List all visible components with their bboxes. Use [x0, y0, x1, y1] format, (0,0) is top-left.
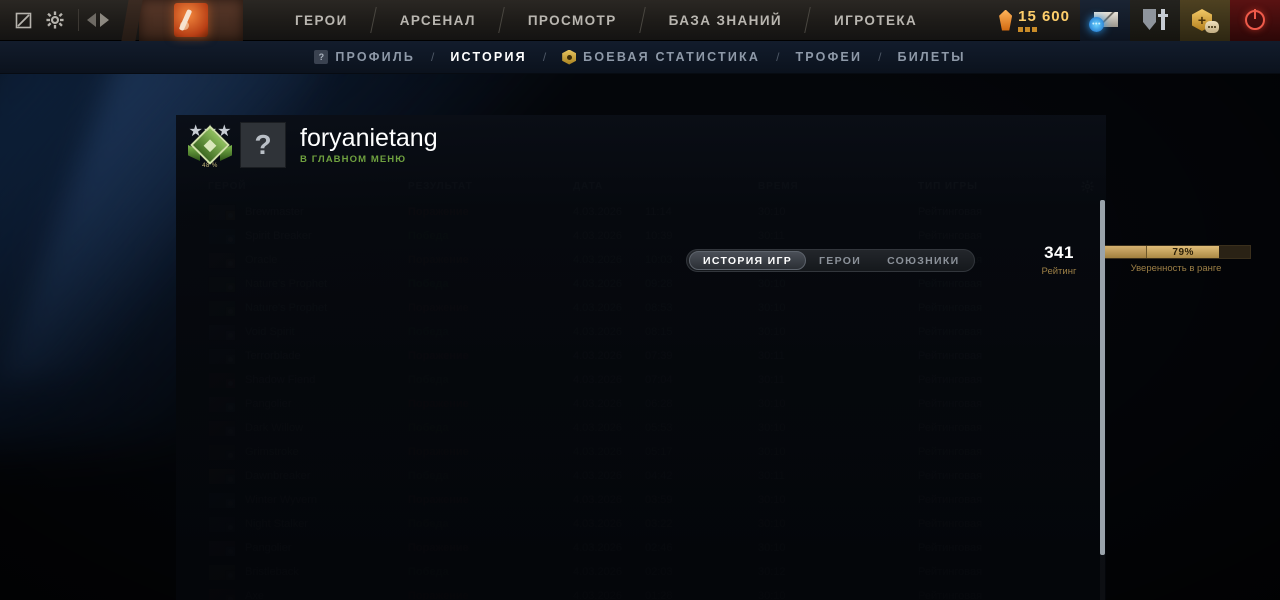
- profile-tabs: ИСТОРИЯ ИГР ГЕРОИ СОЮЗНИКИ: [686, 249, 976, 272]
- subnav-separator: /: [542, 50, 547, 64]
- back-arrow-icon[interactable]: [87, 13, 96, 27]
- subnav-label-history: ИСТОРИЯ: [450, 50, 527, 64]
- subnav-item-profile[interactable]: ? ПРОФИЛЬ: [300, 50, 429, 64]
- profile-header: ★★★ 48 % ? foryanietang В ГЛАВНОМ МЕНЮ: [176, 115, 1106, 175]
- currency-amount: 15 600: [1018, 8, 1070, 25]
- shield-sword-icon: [1143, 9, 1168, 31]
- tab-heroes[interactable]: ГЕРОИ: [819, 254, 862, 267]
- dota-logo-icon: [174, 3, 208, 37]
- rating-label: Рейтинг: [1041, 266, 1077, 277]
- power-button[interactable]: [1230, 0, 1280, 41]
- rating-value: 341: [1044, 243, 1074, 262]
- dota-logo-button[interactable]: [139, 0, 243, 41]
- menu-item-heroes[interactable]: ГЕРОИ: [269, 0, 374, 41]
- currency-display[interactable]: 15 600: [989, 8, 1080, 32]
- history-panel: ★★★ 48 % ? foryanietang В ГЛАВНОМ МЕНЮ И…: [176, 115, 1251, 600]
- confidence-fill-b: 79%: [1146, 246, 1219, 258]
- tab-allies[interactable]: СОЮЗНИКИ: [887, 254, 960, 267]
- no-symbol-icon[interactable]: [8, 5, 38, 35]
- rank-tier-label: 48 %: [202, 163, 218, 169]
- tab-match-history[interactable]: ИСТОРИЯ ИГР: [689, 251, 807, 270]
- confidence-percent: 79%: [1172, 246, 1194, 258]
- profile-name-block: foryanietang В ГЛАВНОМ МЕНЮ: [300, 124, 438, 165]
- shard-gem-icon: [999, 9, 1013, 31]
- top-bar-right: 15 600 •••: [989, 0, 1280, 41]
- subnav-item-history[interactable]: ИСТОРИЯ: [436, 50, 540, 64]
- subnav-item-combat-stats[interactable]: БОЕВАЯ СТАТИСТИКА: [548, 49, 774, 65]
- currency-pips: [1018, 27, 1070, 32]
- hex-dot-icon: [562, 49, 577, 65]
- main-menu: ГЕРОИ АРСЕНАЛ ПРОСМОТР БАЗА ЗНАНИЙ ИГРОТ…: [269, 0, 943, 41]
- forward-arrow-icon[interactable]: [100, 13, 109, 27]
- menu-item-arcade[interactable]: ИГРОТЕКА: [834, 12, 918, 28]
- subnav-separator: /: [878, 50, 882, 64]
- confidence-block: 79% Уверенность в ранге: [1101, 245, 1251, 274]
- menu-item-watch[interactable]: ПРОСМОТР: [502, 0, 643, 41]
- subnav-label-combat-stats: БОЕВАЯ СТАТИСТИКА: [583, 50, 761, 64]
- question-badge-icon: ?: [314, 50, 329, 64]
- confidence-bar: 79%: [1101, 245, 1251, 259]
- avatar[interactable]: ?: [240, 122, 286, 168]
- status-badge: В ГЛАВНОМ МЕНЮ: [300, 153, 407, 165]
- profile-plus-icon: [1192, 9, 1219, 33]
- confidence-label: Уверенность в ранге: [1130, 263, 1222, 274]
- armory-button[interactable]: [1130, 0, 1180, 41]
- page-title: foryanietang: [300, 124, 438, 153]
- top-bar: ГЕРОИ АРСЕНАЛ ПРОСМОТР БАЗА ЗНАНИЙ ИГРОТ…: [0, 0, 1280, 41]
- subnav-separator: /: [776, 50, 780, 64]
- scrollbar-thumb[interactable]: [1100, 200, 1105, 555]
- rank-badge[interactable]: ★★★ 48 %: [188, 121, 232, 169]
- divider: [78, 9, 79, 31]
- mail-button[interactable]: •••: [1080, 0, 1130, 41]
- profile-button[interactable]: [1180, 0, 1230, 41]
- subnav-item-trophies[interactable]: ТРОФЕИ: [781, 50, 876, 64]
- sub-navigation: ? ПРОФИЛЬ / ИСТОРИЯ / БОЕВАЯ СТАТИСТИКА …: [0, 41, 1280, 74]
- subnav-item-tickets[interactable]: БИЛЕТЫ: [884, 50, 980, 64]
- power-icon: [1245, 9, 1265, 30]
- menu-item-armory[interactable]: АРСЕНАЛ: [374, 0, 502, 41]
- rating-block: 341 Рейтинг: [1026, 243, 1092, 277]
- subnav-separator: /: [431, 50, 435, 64]
- subnav-label-profile: ПРОФИЛЬ: [335, 50, 416, 64]
- top-bar-left: [0, 0, 109, 41]
- scrollbar[interactable]: [1100, 200, 1105, 600]
- nav-arrows: [87, 13, 109, 27]
- menu-item-learn[interactable]: БАЗА ЗНАНИЙ: [643, 0, 808, 41]
- confidence-fill-a: [1102, 246, 1147, 258]
- subnav-label-tickets: БИЛЕТЫ: [897, 50, 966, 64]
- subnav-label-trophies: ТРОФЕИ: [795, 50, 863, 64]
- mail-icon: •••: [1089, 12, 1118, 32]
- gear-icon[interactable]: [40, 5, 70, 35]
